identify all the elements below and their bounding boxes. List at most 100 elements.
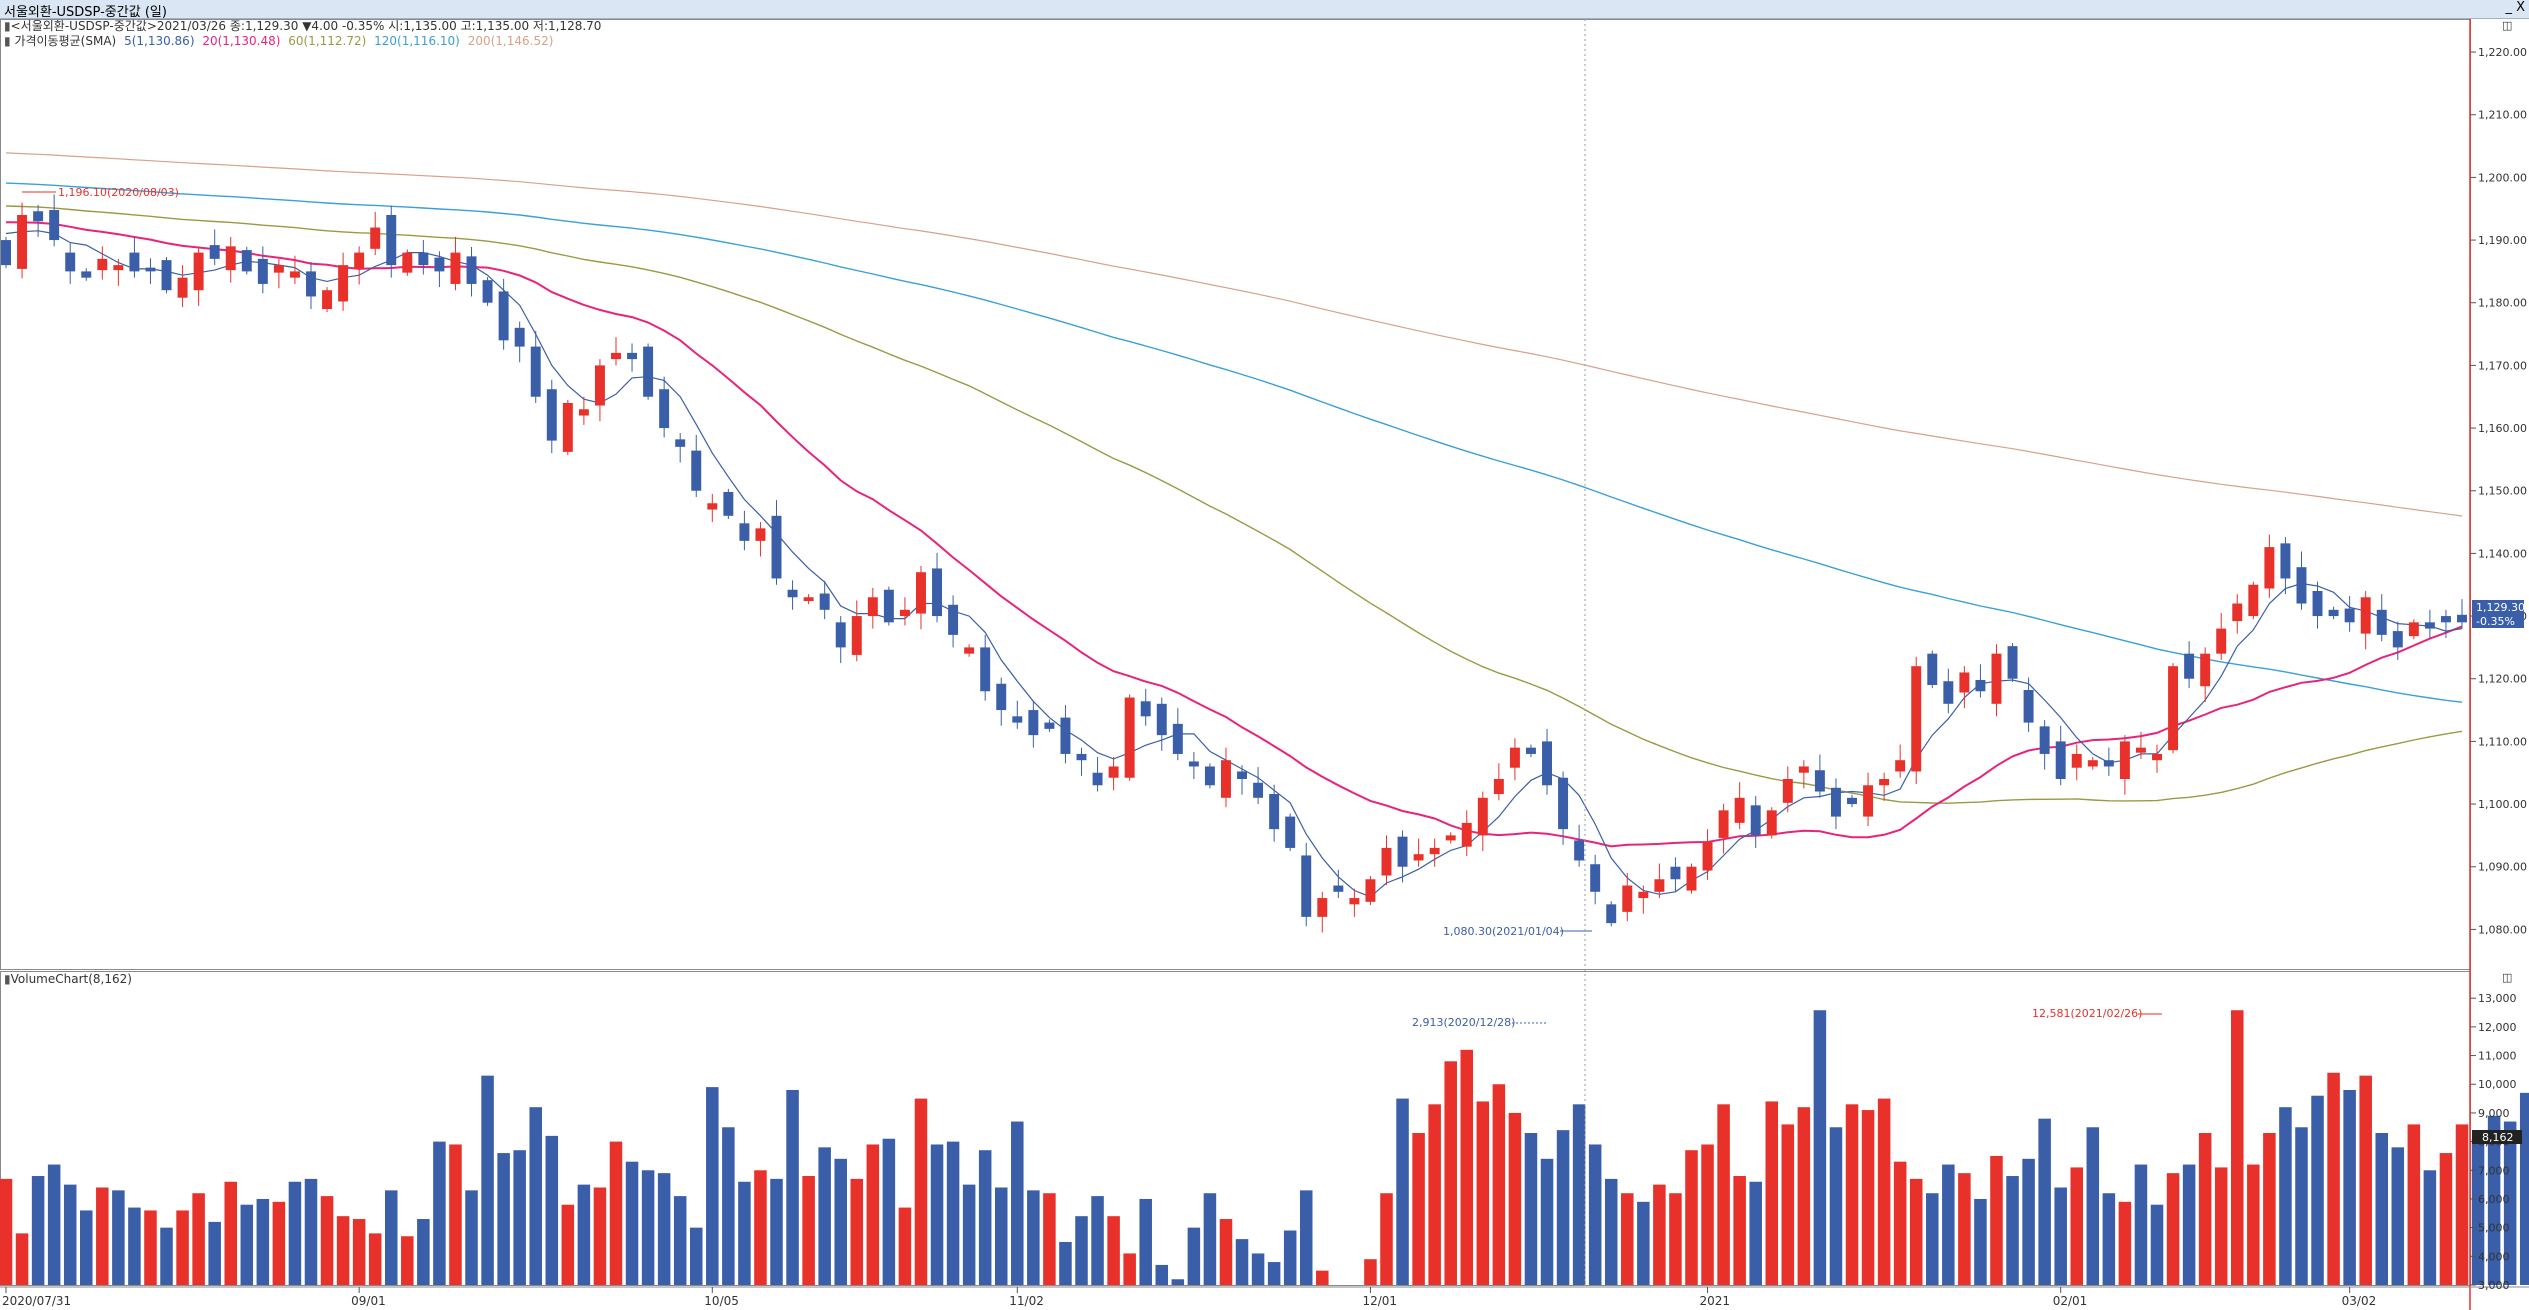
candle-body (980, 647, 991, 692)
price-tick-label: 1,180.00 (2478, 297, 2527, 310)
volume-panel-resize-icon[interactable]: ◫ (2502, 971, 2512, 984)
close-button[interactable]: X (2516, 0, 2525, 15)
volume-bar (224, 1181, 237, 1285)
candle-body (643, 346, 654, 397)
volume-bar (641, 1170, 655, 1285)
price-tick-label: 1,220.00 (2478, 46, 2527, 59)
volume-bar (1797, 1107, 1811, 1285)
volume-bar (1749, 1181, 1762, 1285)
last-volume-tag (2472, 1130, 2522, 1144)
volume-header: ▮VolumeChart(8,162) (4, 972, 132, 986)
candle-body (450, 252, 461, 284)
candle-body (723, 491, 734, 516)
candle-body (787, 589, 798, 598)
high-annotation: 1,196.10(2020/08/03) (58, 186, 179, 199)
candle-body (1461, 822, 1472, 847)
volume-bar (1187, 1227, 1201, 1285)
ma200-legend: 200(1,146.52) (468, 34, 554, 48)
candle-body (338, 265, 349, 302)
candle-body (1574, 840, 1585, 861)
candle-body (932, 568, 943, 617)
volume-bar (946, 1141, 960, 1285)
volume-bar (1572, 1104, 1586, 1285)
candle-body (707, 503, 718, 510)
candle-body (1654, 879, 1665, 892)
candle-body (1847, 797, 1857, 805)
volume-bar (1396, 1098, 1409, 1285)
volume-bar (63, 1184, 77, 1285)
candle-body (145, 267, 156, 272)
candle-body (370, 227, 381, 249)
volume-bar (2343, 1089, 2356, 1285)
volume-bar (930, 1144, 944, 1285)
volume-bar (80, 1210, 93, 1285)
candle-body (1798, 766, 1809, 773)
candle-body (2119, 741, 2130, 779)
volume-bar (1059, 1241, 1072, 1285)
candle-body (17, 215, 28, 269)
chart-canvas[interactable]: ▮<서울외환-USDSP-중간값>2021/03/26 종:1,129.30 ▼… (0, 19, 2529, 1310)
candle-body (1028, 710, 1039, 736)
candle-body (1558, 777, 1569, 830)
candle-body (2055, 741, 2066, 779)
ma5-legend: 5(1,130.86) (124, 34, 194, 48)
volume-bar (609, 1141, 623, 1285)
price-panel-resize-icon[interactable]: ◫ (2502, 19, 2512, 32)
volume-bar (802, 1176, 815, 1285)
candle-body (883, 589, 894, 623)
candle-body (1285, 816, 1296, 848)
ma60-line (5, 205, 2463, 804)
volume-bar (433, 1141, 446, 1285)
candle-body (2344, 608, 2355, 623)
volume-axis: 3,0004,0005,0006,0007,0008,0009,00010,00… (2470, 992, 2517, 1292)
candle-body (1734, 797, 1745, 823)
volume-bar (577, 1184, 591, 1285)
candle-body (354, 252, 365, 269)
volume-bar (754, 1170, 767, 1285)
volume-bar (1877, 1098, 1891, 1285)
volume-bar (1476, 1101, 1490, 1285)
candle-body (2216, 628, 2227, 654)
volume-bar (1267, 1262, 1281, 1285)
volume-min-annotation: 2,913(2020/12/28) (1412, 1016, 1515, 1029)
volume-bar (2423, 1170, 2437, 1285)
price-tick-label: 1,110.00 (2478, 735, 2527, 748)
candle-body (771, 515, 782, 579)
candle-body (1879, 779, 1890, 786)
price-header: ▮<서울외환-USDSP-중간값>2021/03/26 종:1,129.30 ▼… (4, 19, 601, 33)
volume-bar (192, 1193, 205, 1285)
volume-bar (240, 1204, 254, 1285)
volume-bar (2150, 1204, 2164, 1285)
ma20-line (5, 221, 2463, 848)
volume-bar (1588, 1144, 1602, 1285)
candle-body (530, 346, 541, 397)
candle-body (627, 352, 638, 360)
candle-body (1863, 785, 1874, 817)
volume-bar (2214, 1167, 2228, 1285)
price-tick-label: 1,170.00 (2478, 359, 2527, 372)
volume-bar (2134, 1164, 2148, 1285)
volume-bar (2407, 1124, 2421, 1285)
window-titlebar: 서울외환-USDSP-중간값 (일) _ X (0, 0, 2529, 20)
last-price-label: 1,129.30 (2476, 601, 2525, 614)
minimize-button[interactable]: _ (2505, 0, 2512, 15)
candle-body (33, 211, 44, 222)
candle-body (1943, 681, 1954, 704)
candle-body (1220, 760, 1231, 798)
volume-bar (417, 1219, 430, 1285)
volume-bar (2471, 1138, 2485, 1285)
volume-bar (545, 1135, 559, 1285)
volume-bar (962, 1184, 976, 1285)
candle-body (739, 523, 750, 541)
volume-bar (47, 1164, 61, 1285)
candle-body (851, 616, 862, 655)
volume-tick-label: 6,000 (2478, 1193, 2510, 1206)
volume-bars (0, 1010, 2529, 1285)
candle-body (1975, 679, 1986, 692)
volume-bar (1043, 1193, 1056, 1285)
volume-bar (31, 1176, 45, 1285)
candle-body (2152, 753, 2162, 761)
candle-body (1477, 797, 1488, 836)
candle-body (2424, 622, 2435, 629)
candle-body (916, 572, 926, 614)
